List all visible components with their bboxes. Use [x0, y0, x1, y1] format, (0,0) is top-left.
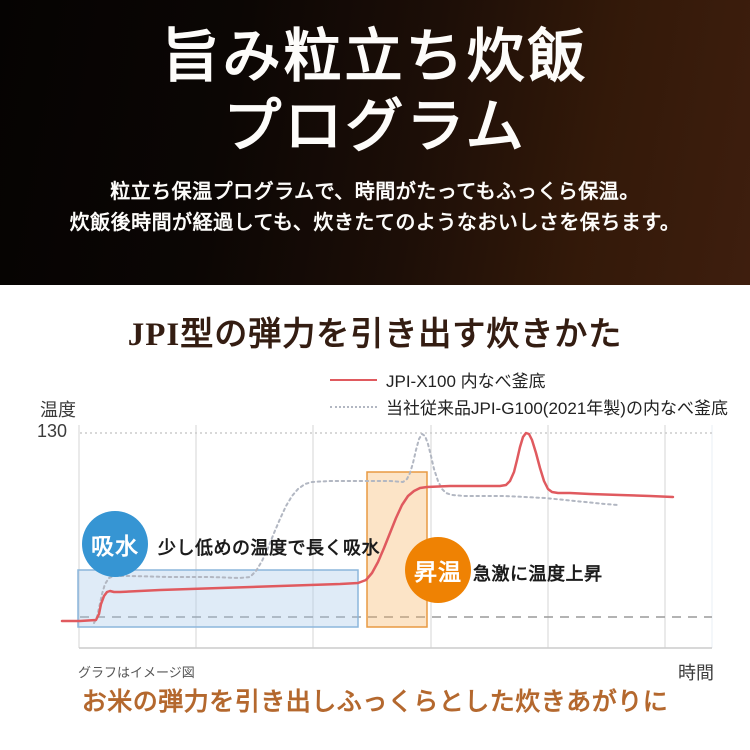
hero-banner: 旨み粒立ち炊飯 プログラム 粒立ち保温プログラムで、時間がたってもふっくら保温。…	[0, 0, 750, 285]
legend-item-jpi-x100: JPI-X100 内なべ釜底	[330, 366, 728, 393]
chart-legend: JPI-X100 内なべ釜底 当社従来品JPI-G100(2021年製)の内なべ…	[330, 366, 728, 420]
hero-title-line2: プログラム	[223, 93, 527, 159]
footer-statement: お米の弾力を引き出しふっくらとした炊きあがりに	[81, 689, 669, 716]
temperature-rise-badge-label: 昇温	[414, 559, 462, 585]
hero-subtitle: 粒立ち保温プログラムで、時間がたってもふっくら保温。 炊飯後時間が経過しても、炊…	[0, 177, 750, 239]
hero-subtitle-line1: 粒立ち保温プログラムで、時間がたってもふっくら保温。	[110, 181, 640, 204]
legend-label: JPI-X100 内なべ釜底	[386, 372, 546, 391]
legend-solid-line-icon	[330, 378, 377, 381]
temperature-rise-badge: 昇温	[405, 537, 471, 603]
legend-item-jpi-g100: 当社従来品JPI-G100(2021年製)の内なべ釜底	[330, 393, 728, 420]
chart-note: グラフはイメージ図	[78, 665, 195, 680]
section-title: JPI型の弾力を引き出す炊きかた	[127, 317, 623, 353]
hero-title-line1: 旨み粒立ち炊飯	[161, 24, 589, 89]
y-axis-tick-130: 130	[37, 421, 68, 441]
hero-subtitle-line2: 炊飯後時間が経過しても、炊きたてのようなおいしさを保ちます。	[69, 212, 681, 235]
legend-dotted-line-icon	[330, 405, 377, 408]
legend-label: 当社従来品JPI-G100(2021年製)の内なべ釜底	[386, 399, 728, 418]
absorption-badge-label: 吸水	[91, 533, 139, 559]
absorption-badge: 吸水	[82, 511, 148, 577]
x-axis-label: 時間	[678, 663, 714, 683]
y-axis-label: 温度	[40, 400, 76, 420]
absorption-annotation: 少し低めの温度で長く吸水	[158, 538, 380, 558]
hero-title: 旨み粒立ち炊飯 プログラム	[0, 0, 750, 161]
temperature-rise-annotation: 急激に温度上昇	[473, 564, 603, 584]
